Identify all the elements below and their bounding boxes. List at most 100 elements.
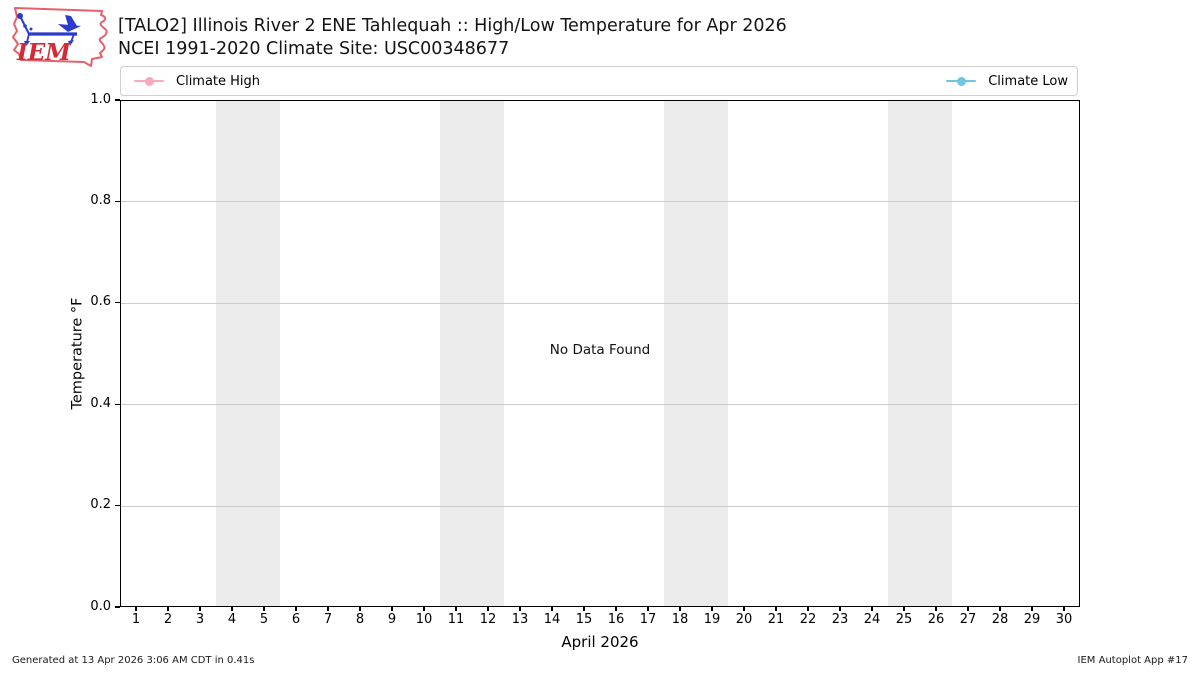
x-tick-label: 24 [863,612,881,627]
x-tick [551,607,553,611]
x-tick [935,607,937,611]
x-tick [199,607,201,611]
x-tick-label: 2 [163,612,173,627]
x-tick [1063,607,1065,611]
chart-title: [TALO2] Illinois River 2 ENE Tahlequah :… [118,16,787,36]
gridline [120,505,1080,507]
x-tick [647,607,649,611]
x-tick [295,607,297,611]
y-tick-label: 0.2 [90,497,111,513]
gridline [120,201,1080,203]
y-tick [115,99,120,101]
x-tick [871,607,873,611]
x-tick-label: 18 [671,612,689,627]
x-tick-label: 3 [195,612,205,627]
x-tick [263,607,265,611]
weekend-band [888,100,952,607]
iem-logo: IEM [8,3,112,69]
x-tick-label: 4 [227,612,237,627]
x-tick [999,607,1001,611]
gridline [120,302,1080,304]
x-tick [423,607,425,611]
y-tick [115,606,120,608]
no-data-annotation: No Data Found [549,342,651,358]
x-tick-label: 29 [1023,612,1041,627]
x-tick-label: 28 [991,612,1009,627]
x-tick-label: 13 [511,612,529,627]
x-tick [615,607,617,611]
x-tick-label: 1 [131,612,141,627]
legend-item-climate-low: Climate Low [946,74,1068,89]
chart-subtitle: NCEI 1991-2020 Climate Site: USC00348677 [118,38,510,59]
x-tick-label: 16 [607,612,625,627]
x-tick [903,607,905,611]
climate-low-marker-icon [946,76,977,86]
x-tick [519,607,521,611]
x-tick [1031,607,1033,611]
x-tick-label: 17 [639,612,657,627]
x-tick [359,607,361,611]
x-tick-label: 7 [323,612,333,627]
weekend-band [664,100,728,607]
x-tick-label: 14 [543,612,561,627]
y-tick-label: 0.6 [90,294,111,310]
x-axis-label: April 2026 [561,633,639,651]
x-tick [167,607,169,611]
x-tick [391,607,393,611]
x-tick-label: 11 [447,612,465,627]
x-tick [743,607,745,611]
x-tick-label: 22 [799,612,817,627]
x-tick-label: 15 [575,612,593,627]
y-tick [115,200,120,202]
x-tick-label: 19 [703,612,721,627]
x-tick-label: 25 [895,612,913,627]
x-tick-label: 6 [291,612,301,627]
x-tick-label: 20 [735,612,753,627]
x-tick [487,607,489,611]
legend: Climate High Climate Low [120,66,1078,96]
x-tick-label: 12 [479,612,497,627]
x-tick [807,607,809,611]
x-tick [231,607,233,611]
x-tick [327,607,329,611]
chart-titles: [TALO2] Illinois River 2 ENE Tahlequah :… [118,15,787,60]
weather-vane-icon [17,13,81,46]
y-tick [115,403,120,405]
weekend-band [439,100,504,607]
x-tick-label: 5 [259,612,269,627]
x-tick-label: 26 [927,612,945,627]
y-tick-label: 0.0 [90,598,111,614]
legend-label: Climate High [176,73,261,89]
y-tick-label: 0.4 [90,395,111,411]
x-tick-label: 30 [1055,612,1073,627]
legend-label: Climate Low [988,73,1068,89]
y-tick-label: 0.8 [90,192,111,208]
x-tick [775,607,777,611]
generated-timestamp: Generated at 13 Apr 2026 3:06 AM CDT in … [12,655,255,666]
x-tick [839,607,841,611]
y-tick [115,302,120,304]
x-tick [967,607,969,611]
iowa-state-outline-icon: IEM [12,7,108,67]
plot-area [120,100,1080,607]
x-tick [135,607,137,611]
gridline [120,404,1080,406]
iem-logo-text: IEM [16,39,72,66]
x-tick [679,607,681,611]
x-tick-label: 9 [387,612,397,627]
x-tick-label: 27 [959,612,977,627]
x-tick [455,607,457,611]
app-credit: IEM Autoplot App #17 [1077,655,1188,666]
x-tick-label: 23 [831,612,849,627]
x-tick [711,607,713,611]
legend-item-climate-high: Climate High [134,74,260,89]
climate-high-marker-icon [134,76,164,86]
x-tick-label: 10 [415,612,433,627]
y-tick [115,505,120,507]
y-tick-label: 1.0 [90,91,111,107]
x-tick-label: 21 [767,612,785,627]
x-tick-label: 8 [355,612,365,627]
weekend-band [216,100,280,607]
x-tick [583,607,585,611]
